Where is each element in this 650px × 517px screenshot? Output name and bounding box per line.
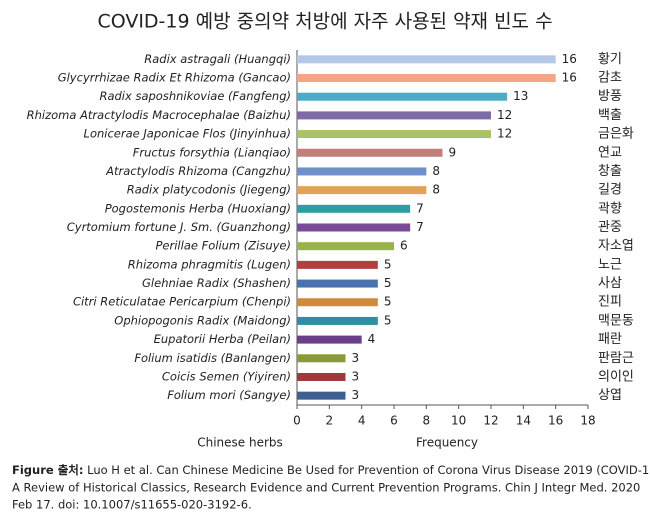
value-label: 7 [416,220,424,234]
korean-name: 관중 [598,220,622,235]
y-tick-label: Ophiopogonis Radix (Maidong) [114,313,291,327]
bar [297,223,411,232]
value-label: 3 [352,369,360,383]
korean-name: 연교 [598,145,622,160]
value-label: 13 [513,89,528,103]
x-tick-label: 2 [326,414,334,428]
bar [297,167,427,176]
bar [297,242,394,251]
value-label: 12 [497,127,512,141]
korean-name: 금은화 [598,127,634,142]
bar [297,279,378,288]
korean-name: 백출 [598,108,622,123]
y-tick-label: Fructus forsythia (Lianqiao) [133,145,291,159]
x-tick-label: 12 [483,414,498,428]
x-tick-label: 6 [390,414,398,428]
value-label: 5 [384,295,392,309]
korean-name: 사삼 [598,276,622,291]
bar [297,74,556,83]
korean-name: 패란 [598,332,622,347]
y-tick-label: Coicis Semen (Yiyiren) [162,369,291,383]
bar [297,92,508,101]
bar [297,148,443,157]
korean-name: 노근 [598,257,622,272]
bar [297,372,346,381]
source-line: Luo H et al. Can Chinese Medicine Be Use… [87,463,650,477]
bar [297,354,346,363]
korean-name: 황기 [598,52,622,67]
x-tick-label: 10 [451,414,466,428]
value-label: 4 [368,332,376,346]
bar [297,260,378,269]
source: Figure 출처: Luo H et al. Can Chinese Medi… [12,463,650,477]
y-tick-label: Rhizoma phragmitis (Lugen) [128,257,291,271]
value-label: 8 [432,183,440,197]
bar [297,316,378,325]
bar [297,130,491,139]
value-label: 3 [352,351,360,365]
y-tick-label: Glehniae Radix (Shashen) [142,276,291,290]
x-tick-label: 14 [516,414,531,428]
value-label: 6 [400,239,408,253]
y-tick-label: Atractylodis Rhizoma (Cangzhu) [105,164,291,178]
source-label: Figure 출처: [12,463,83,477]
x-tick-label: 4 [358,414,366,428]
y-tick-label: Pogostemonis Herba (Huoxiang) [105,201,291,215]
korean-name: 감초 [598,71,622,86]
y-tick-label: Radix saposhnikoviae (Fangfeng) [99,89,291,103]
y-tick-label: Lonicerae Japonicae Flos (Jinyinhua) [84,127,291,141]
korean-name: 상엽 [598,388,622,403]
x-axis-label: Frequency [416,436,478,450]
value-label: 3 [352,388,360,402]
bar [297,111,491,120]
y-tick-label: Rhizoma Atractylodis Macrocephalae (Baiz… [27,108,291,122]
korean-name: 맥문동 [598,313,634,328]
bar [297,298,378,307]
y-axis-label: Chinese herbs [197,436,283,450]
korean-name: 창출 [598,164,622,179]
value-label: 5 [384,257,392,271]
value-label: 9 [449,145,457,159]
korean-name: 곽향 [598,201,622,216]
bar [297,204,411,213]
bar [297,335,362,344]
value-label: 5 [384,276,392,290]
korean-name: 판람근 [598,351,634,366]
x-tick-label: 18 [580,414,595,428]
y-tick-label: Folium isatidis (Banlangen) [134,351,291,365]
value-label: 16 [562,71,577,85]
bar [297,391,346,400]
korean-name: 길경 [598,183,622,198]
value-label: 16 [562,52,577,66]
korean-name: 방풍 [598,89,622,104]
korean-name: 의이인 [598,369,634,384]
x-tick-label: 16 [548,414,563,428]
value-label: 7 [416,201,424,215]
bar [297,55,556,64]
source-line: Feb 17. doi: 10.1007/s11655-020-3192-6. [12,498,252,512]
korean-name: 자소엽 [598,239,634,254]
y-tick-label: Radix platycodonis (Jiegeng) [127,183,291,197]
y-tick-label: Eupatorii Herba (Peilan) [154,332,291,346]
x-tick-label: 0 [293,414,301,428]
value-label: 8 [432,164,440,178]
bar [297,186,427,195]
korean-name: 진피 [598,295,622,310]
value-label: 12 [497,108,512,122]
y-tick-label: Folium mori (Sangye) [167,388,291,402]
value-label: 5 [384,313,392,327]
y-tick-label: Glycyrrhizae Radix Et Rhizoma (Gancao) [58,71,291,85]
chart-title: COVID-19 예방 중의약 처방에 자주 사용된 약재 빈도 수 [97,11,552,33]
y-tick-label: Perillae Folium (Zisuye) [156,239,292,253]
y-tick-label: Citri Reticulatae Pericarpium (Chenpi) [73,295,291,309]
x-tick-label: 8 [423,414,431,428]
y-tick-label: Radix astragali (Huangqi) [144,52,291,66]
source-line: A Review of Historical Classics, Researc… [12,481,640,495]
y-tick-label: Cyrtomium fortune J. Sm. (Guanzhong) [67,220,291,234]
